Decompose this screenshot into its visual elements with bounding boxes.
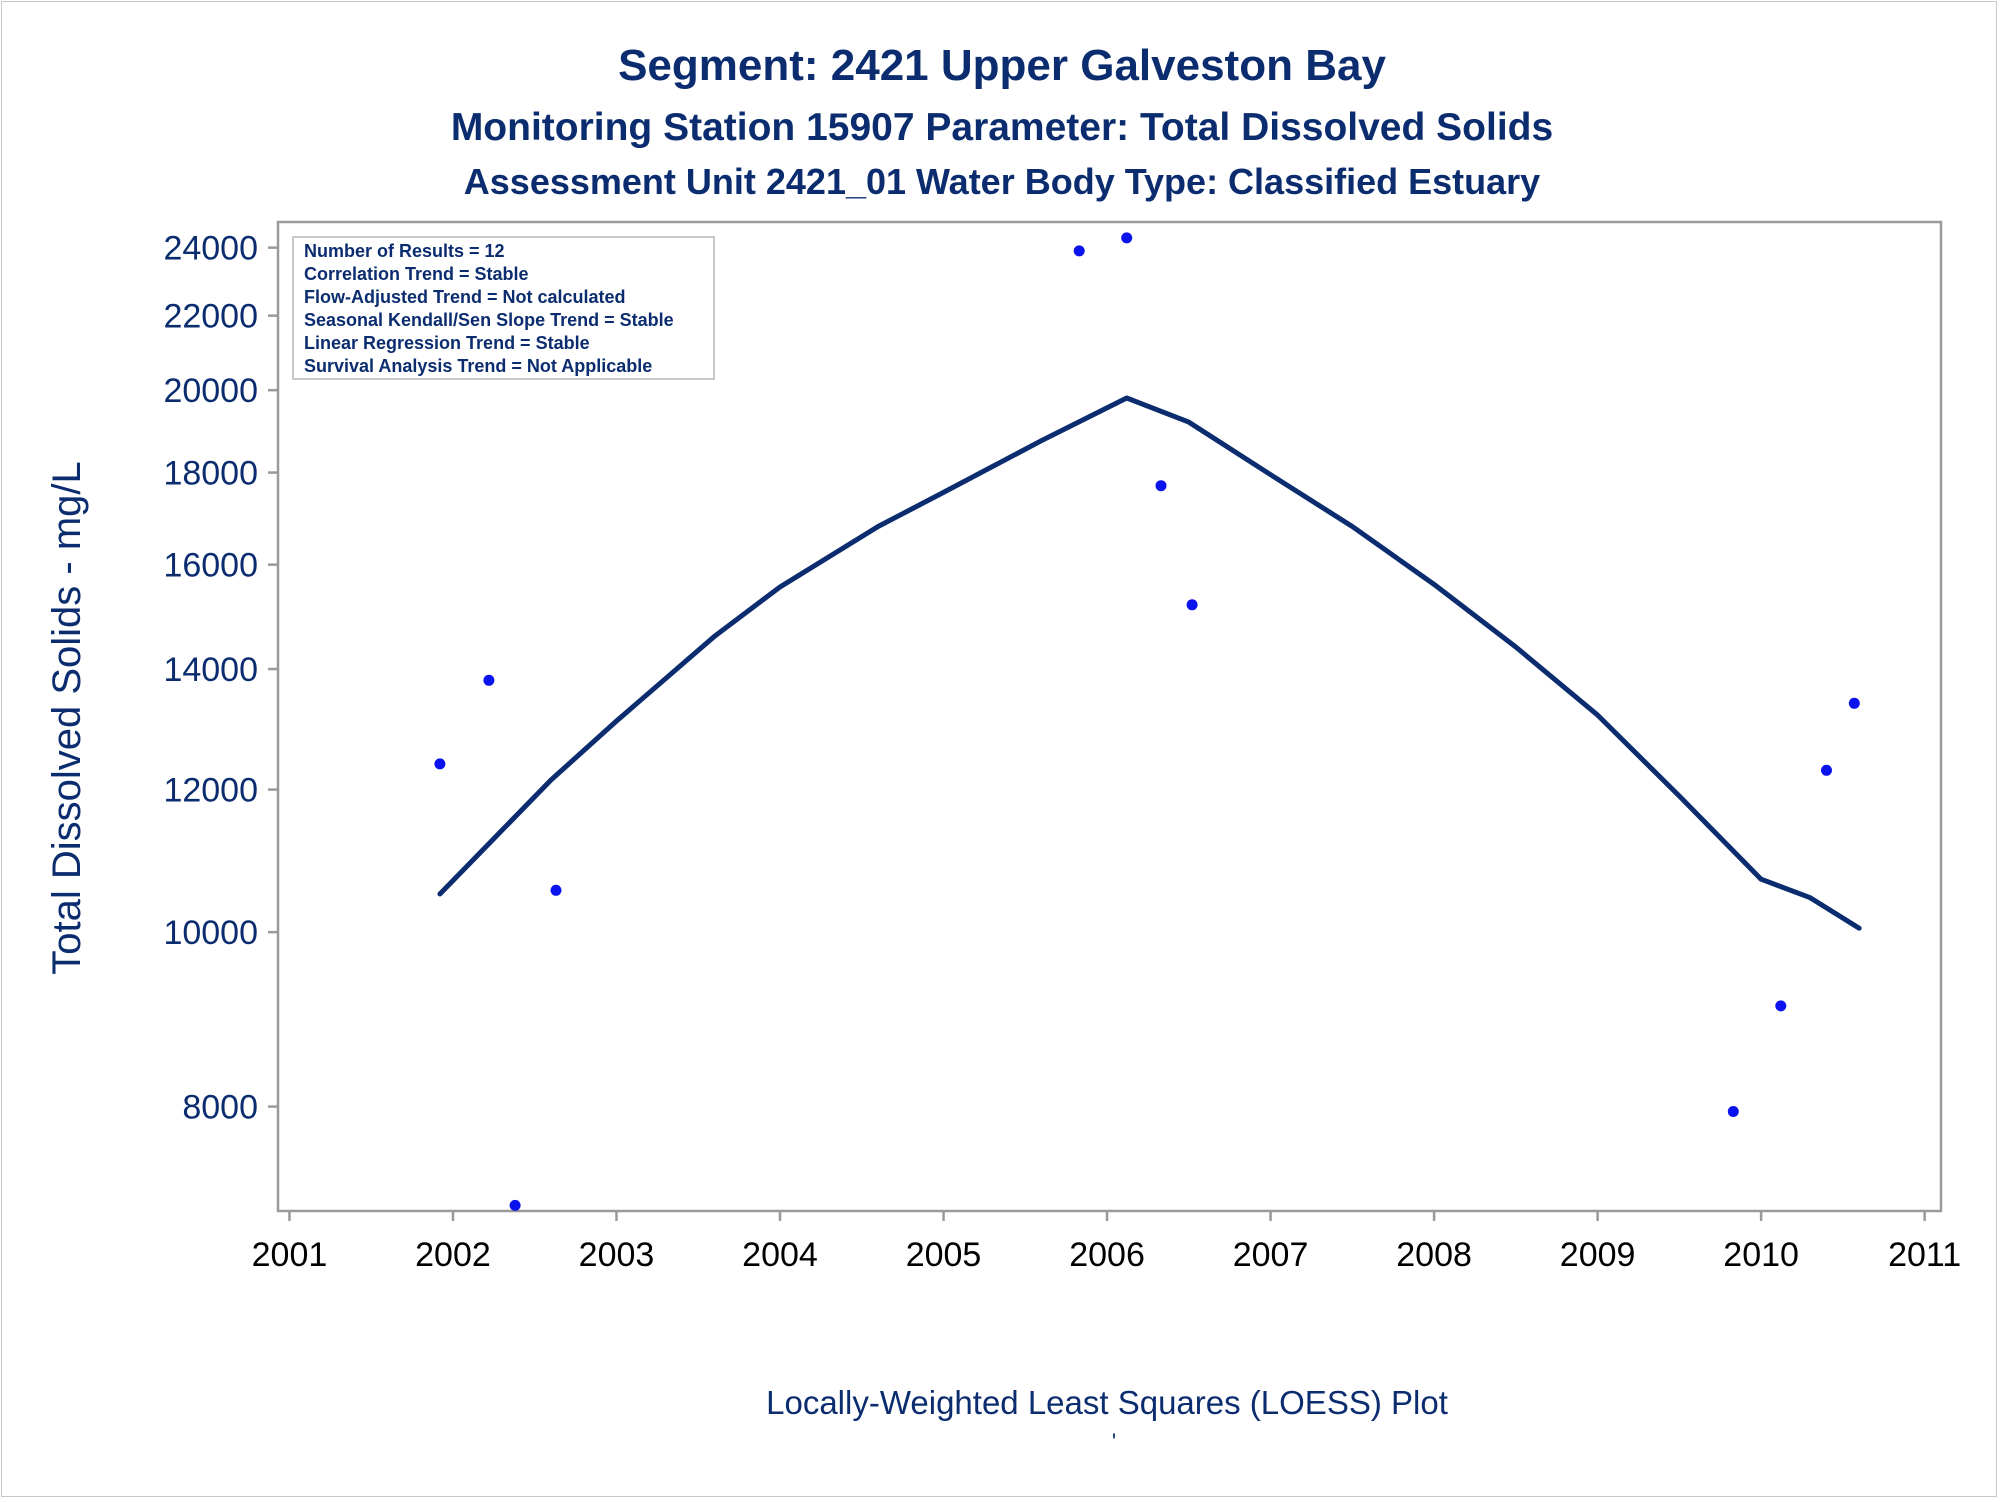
stats-line-survival: Survival Analysis Trend = Not Applicable — [304, 356, 652, 376]
stats-line-flow-adjusted: Flow-Adjusted Trend = Not calculated — [304, 287, 626, 307]
data-point — [434, 758, 446, 770]
data-point — [1821, 764, 1832, 776]
data-point — [483, 674, 495, 686]
chart-title: Segment: 2421 Upper Galveston Bay — [618, 41, 1386, 90]
data-point — [1121, 232, 1133, 244]
y-axis-label: Total Dissolved Solids - mg/L — [45, 461, 89, 975]
x-tick-label: 2002 — [415, 1236, 491, 1274]
y-tick-label: 14000 — [163, 651, 258, 689]
y-tick-label: 16000 — [163, 547, 258, 585]
data-point — [1727, 1106, 1739, 1117]
data-point — [1775, 1000, 1787, 1012]
data-point — [1186, 599, 1198, 611]
data-point — [1073, 245, 1085, 257]
x-tick-label: 2003 — [579, 1236, 655, 1274]
chart-subtitle-station: Monitoring Station 15907 Parameter: Tota… — [451, 106, 1553, 149]
stats-line-results: Number of Results = 12 — [304, 241, 505, 261]
y-tick-label: 12000 — [163, 772, 258, 810]
data-point — [1848, 697, 1860, 709]
x-tick-label: 2008 — [1396, 1236, 1472, 1274]
plot-area — [276, 220, 1943, 1213]
x-tick-label: 2001 — [252, 1236, 328, 1274]
x-tick-label: 2007 — [1233, 1236, 1309, 1274]
y-tick-label: 22000 — [163, 298, 258, 336]
chart-subtitle-assessment: Assessment Unit 2421_01 Water Body Type:… — [464, 161, 1540, 202]
x-tick-label: 2011 — [1888, 1236, 1961, 1274]
footnote-mark: ' — [1112, 1429, 1116, 1454]
stats-line-seasonal-kendall: Seasonal Kendall/Sen Slope Trend = Stabl… — [304, 310, 674, 330]
loess-trend-line — [437, 395, 1862, 931]
y-tick-label: 18000 — [163, 455, 258, 493]
x-tick-label: 2005 — [906, 1236, 982, 1274]
y-tick-label: 10000 — [163, 914, 258, 952]
x-tick-label: 2009 — [1560, 1236, 1636, 1274]
series-layer — [434, 232, 1862, 1211]
data-point — [1155, 480, 1167, 492]
x-tick-label: 2004 — [742, 1236, 818, 1274]
x-axis: 2001 2002 2003 2004 2005 2006 2007 2008 2009 2010… — [252, 1211, 1961, 1274]
y-axis: 8000 10000 12000 14000 16000 18000 20000 22000 2… — [163, 230, 278, 1127]
chart-footnote: Locally-Weighted Least Squares (LOESS) P… — [766, 1384, 1448, 1421]
data-point — [550, 884, 562, 896]
stats-box-border — [292, 236, 715, 380]
x-tick-label: 2006 — [1069, 1236, 1145, 1274]
y-tick-label: 20000 — [163, 372, 258, 410]
data-point — [509, 1199, 521, 1211]
y-tick-label: 24000 — [163, 230, 258, 268]
stats-line-correlation: Correlation Trend = Stable — [304, 264, 529, 284]
stats-box: Number of Results = 12 Correlation Trend… — [292, 236, 715, 380]
x-tick-label: 2010 — [1723, 1236, 1799, 1274]
y-tick-label: 8000 — [182, 1089, 258, 1127]
stats-line-linear-regression: Linear Regression Trend = Stable — [304, 333, 590, 353]
